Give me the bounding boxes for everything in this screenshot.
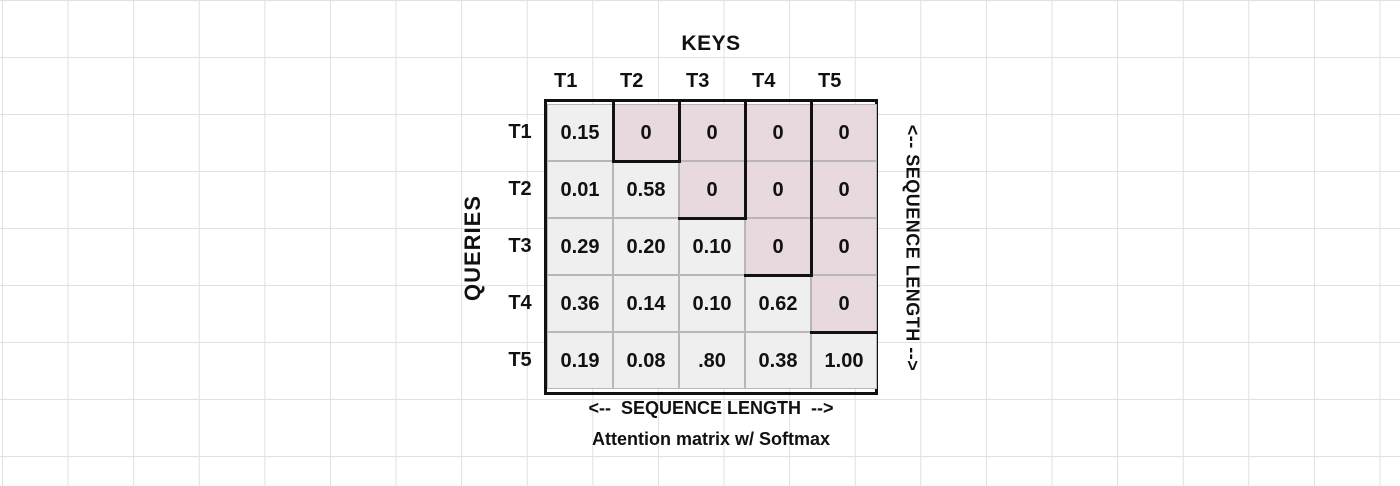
row-label-t3: T3 — [508, 235, 532, 257]
matrix-cell: 0.15 — [547, 104, 613, 161]
matrix-cell: 0 — [745, 218, 811, 275]
matrix-cell: 0 — [811, 275, 877, 332]
column-label-t4: T4 — [752, 70, 776, 92]
row-label-t5: T5 — [508, 349, 532, 371]
matrix-cell: 0 — [613, 104, 679, 161]
matrix-caption: Attention matrix w/ Softmax — [591, 429, 831, 449]
matrix-cell: 0.10 — [679, 218, 745, 275]
row-label-t2: T2 — [508, 178, 532, 200]
mask-boundary-line — [810, 331, 878, 334]
matrix-cell: 0 — [811, 104, 877, 161]
mask-boundary-line — [678, 217, 747, 220]
matrix-cell: 0.19 — [547, 332, 613, 389]
mask-boundary-line — [810, 102, 813, 276]
matrix-cell: 0.01 — [547, 161, 613, 218]
matrix-cell: .80 — [679, 332, 745, 389]
mask-boundary-line — [612, 160, 681, 163]
matrix-cell: 0.62 — [745, 275, 811, 332]
matrix-cell: 0 — [811, 161, 877, 218]
matrix-cell: 0.36 — [547, 275, 613, 332]
matrix-cell: 0.38 — [745, 332, 811, 389]
matrix-cell: 0.08 — [613, 332, 679, 389]
matrix-cell: 0 — [811, 218, 877, 275]
mask-boundary-line — [744, 102, 747, 219]
mask-boundary-line — [612, 102, 615, 161]
matrix-cell: 0.14 — [613, 275, 679, 332]
matrix-cell: 0.58 — [613, 161, 679, 218]
sequence-length-right: <-- SEQUENCE LENGTH --> — [902, 124, 923, 372]
mask-boundary-line — [744, 274, 813, 277]
column-label-t3: T3 — [686, 70, 710, 92]
sequence-length-bottom: <-- SEQUENCE LENGTH --> — [588, 398, 834, 418]
column-label-t1: T1 — [554, 70, 578, 92]
column-label-t2: T2 — [620, 70, 644, 92]
column-label-t5: T5 — [818, 70, 842, 92]
matrix-cell: 1.00 — [811, 332, 877, 389]
matrix-cell: 0.29 — [547, 218, 613, 275]
queries-axis-title: QUERIES — [460, 194, 485, 302]
matrix-cell: 0 — [745, 161, 811, 218]
attention-matrix: 0.15 0 0 0 0 0.01 0.58 0 0 0 0.29 0.20 0… — [544, 99, 878, 395]
matrix-cell: 0.10 — [679, 275, 745, 332]
row-label-t1: T1 — [508, 121, 532, 143]
row-label-t4: T4 — [508, 292, 532, 314]
matrix-cell: 0 — [745, 104, 811, 161]
matrix-cell: 0.20 — [613, 218, 679, 275]
matrix-cell: 0 — [679, 161, 745, 218]
keys-axis-title: KEYS — [681, 32, 741, 55]
matrix-cell: 0 — [679, 104, 745, 161]
mask-boundary-line — [678, 102, 681, 162]
